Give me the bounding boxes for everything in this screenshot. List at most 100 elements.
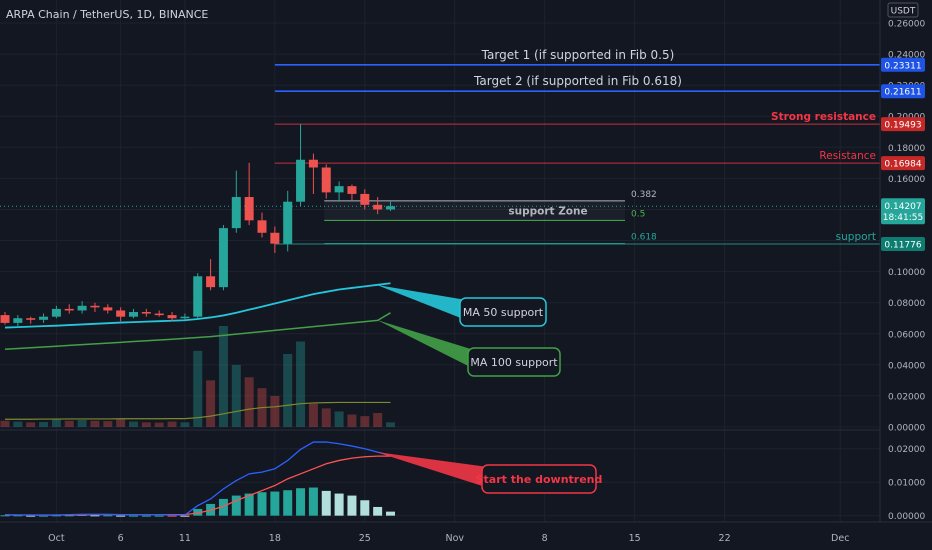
- histogram-bar: [116, 515, 126, 517]
- price-badge: [881, 57, 925, 72]
- oscillator-axis[interactable]: 0.02000 0.01000 0.00000: [888, 445, 925, 522]
- price-tick-label: 0.08000: [888, 299, 925, 309]
- volume-bar: [283, 353, 293, 427]
- osc-tick-label: 0.02000: [888, 445, 925, 455]
- histogram-bar: [141, 515, 151, 517]
- volume-bar: [386, 422, 395, 427]
- candle-body: [257, 220, 267, 233]
- candle-body: [321, 167, 331, 193]
- callout-box: [481, 464, 597, 494]
- candle-body: [64, 308, 74, 311]
- candle: [154, 310, 164, 317]
- callout-label: Start the downtrend: [476, 473, 603, 486]
- volume-bar: [129, 421, 138, 427]
- level-label: Target 1 (if supported in Fib 0.5): [481, 48, 675, 62]
- candle: [373, 197, 383, 215]
- histogram-bar: [64, 515, 74, 517]
- currency-label: USDT: [891, 7, 916, 17]
- candle: [167, 312, 177, 322]
- fib-ratio-label: 0.618: [631, 233, 657, 243]
- price-tick-label: 0.16000: [888, 175, 925, 185]
- ma100-line: [4, 312, 391, 351]
- callout-box: [459, 297, 547, 327]
- volume-bar: [180, 422, 190, 427]
- price-tick-label: 0.24000: [888, 51, 925, 61]
- volume-bar: [231, 364, 241, 427]
- level-label: support: [836, 231, 876, 243]
- volume-bar: [193, 350, 203, 427]
- price-badge-label: 0.19493: [884, 121, 921, 131]
- time-tick-label: 11: [179, 533, 191, 544]
- volume-bar: [360, 416, 370, 427]
- volume-bar: [154, 422, 164, 427]
- candle-body: [296, 159, 306, 202]
- fib-levels: 0.382 0.5 0.618 support Zone: [0, 190, 880, 245]
- price-badge-label: 0.21611: [884, 88, 921, 98]
- candle: [283, 190, 293, 252]
- candle-body: [90, 305, 100, 308]
- volume-bar: [334, 411, 344, 427]
- histogram-bar: [360, 500, 370, 516]
- candle-body: [193, 276, 203, 317]
- candle: [206, 259, 216, 291]
- candle: [26, 316, 36, 324]
- histogram-bar: [334, 493, 344, 516]
- volume-bar: [77, 420, 87, 427]
- volume-bar: [296, 341, 306, 427]
- candle: [193, 273, 203, 319]
- candle: [51, 305, 61, 319]
- price-badge: [881, 84, 925, 99]
- level-label: Strong resistance: [771, 111, 876, 123]
- candle-body: [360, 193, 370, 205]
- time-tick-label: Dec: [831, 533, 849, 544]
- candle: [347, 184, 357, 201]
- candle-body: [231, 197, 241, 229]
- candle-body: [13, 318, 23, 323]
- histogram-bar: [231, 495, 241, 516]
- histogram-bar: [39, 515, 49, 517]
- histogram-bar: [0, 515, 10, 517]
- candle: [129, 308, 138, 319]
- price-tick-label: 0.26000: [888, 20, 925, 30]
- histogram-bar: [167, 515, 177, 517]
- histogram-bar: [257, 492, 267, 516]
- callout-pointer: [376, 452, 498, 491]
- price-tick-label: 0.02000: [888, 392, 925, 402]
- ma50-callout[interactable]: MA 50 support: [377, 285, 547, 327]
- candles[interactable]: [0, 124, 396, 326]
- downtrend-callout[interactable]: Start the downtrend: [376, 452, 603, 494]
- candle-body: [386, 206, 395, 210]
- candle-body: [180, 316, 190, 319]
- histogram-bar: [13, 515, 23, 517]
- current-price-label: 0.14207: [884, 202, 921, 212]
- candle-body: [51, 308, 61, 317]
- histogram-bar: [51, 515, 61, 517]
- annotations[interactable]: MA 50 support MA 100 support Start the dow…: [376, 285, 603, 494]
- price-tick-label: 0.04000: [888, 361, 925, 371]
- histogram-bar: [244, 493, 254, 516]
- price-badge: [881, 156, 925, 171]
- price-badge-label: 0.16984: [884, 160, 921, 170]
- candle-body: [39, 316, 49, 320]
- histogram-bar: [103, 515, 113, 517]
- time-axis[interactable]: Oct 6 11 18 25 Nov 8 15 22 Dec: [48, 533, 849, 544]
- histogram-bar: [283, 490, 293, 516]
- price-badges: 0.23311 0.21611 0.19493 0.16984 0.11776 0.142…: [881, 57, 925, 252]
- candle: [39, 313, 49, 323]
- callout-label: MA 100 support: [470, 356, 558, 369]
- osc-tick-label: 0.00000: [888, 512, 925, 522]
- histogram-bar: [180, 515, 190, 517]
- histogram-bar: [129, 515, 138, 517]
- ma100-callout[interactable]: MA 100 support: [377, 320, 561, 377]
- histogram-bar: [347, 495, 357, 516]
- currency-badge[interactable]: USDT: [887, 2, 919, 18]
- volume-ma: [5, 401, 391, 420]
- price-badge-label: 0.23311: [884, 61, 921, 71]
- candle: [257, 212, 267, 238]
- price-badge: [881, 117, 925, 132]
- candle: [244, 162, 254, 225]
- callout-box: [467, 347, 561, 377]
- volume-ma-line: [5, 401, 391, 420]
- level-label: Target 2 (if supported in Fib 0.618): [473, 74, 682, 88]
